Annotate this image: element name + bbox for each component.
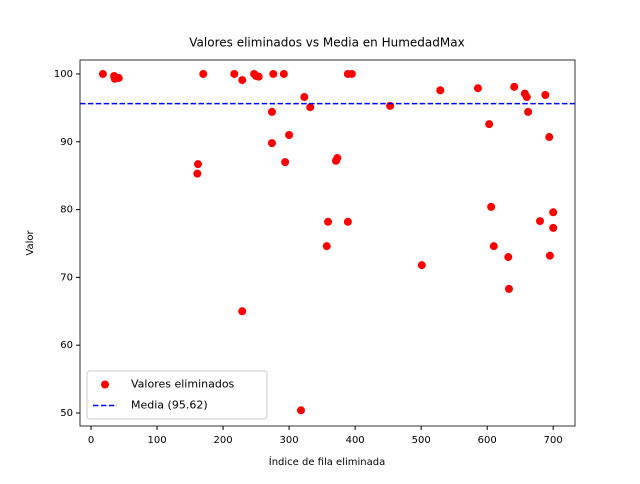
scatter-point bbox=[324, 217, 333, 226]
scatter-point bbox=[267, 107, 276, 116]
scatter-point bbox=[487, 202, 496, 211]
scatter-point bbox=[193, 160, 202, 169]
scatter-point bbox=[489, 242, 498, 251]
scatter-point bbox=[98, 69, 107, 78]
scatter-point bbox=[300, 93, 309, 102]
legend-label: Valores eliminados bbox=[131, 378, 235, 391]
legend-marker bbox=[101, 380, 109, 389]
scatter-point bbox=[347, 69, 356, 78]
scatter-point bbox=[541, 90, 550, 99]
scatter-point bbox=[485, 120, 494, 129]
x-tick-label: 300 bbox=[280, 435, 299, 446]
scatter-point bbox=[524, 107, 533, 116]
y-tick-label: 100 bbox=[54, 69, 73, 80]
x-axis-label: Índice de fila eliminada bbox=[269, 455, 385, 468]
scatter-point bbox=[114, 74, 123, 83]
scatter-point bbox=[296, 406, 305, 415]
scatter-point bbox=[549, 208, 558, 217]
scatter-point bbox=[333, 154, 342, 163]
y-tick-label: 70 bbox=[60, 272, 73, 283]
legend-box bbox=[86, 370, 268, 420]
scatter-point bbox=[343, 217, 352, 226]
y-tick-label: 50 bbox=[60, 408, 73, 419]
scatter-point bbox=[473, 84, 482, 93]
scatter-point bbox=[436, 86, 445, 95]
scatter-point bbox=[522, 93, 531, 102]
scatter-point bbox=[536, 217, 545, 226]
scatter-point bbox=[322, 242, 331, 251]
x-tick-label: 600 bbox=[478, 435, 497, 446]
scatter-point bbox=[285, 130, 294, 139]
x-tick-label: 100 bbox=[148, 435, 167, 446]
scatter-point bbox=[545, 133, 554, 142]
y-axis-label: Valor bbox=[25, 230, 36, 256]
scatter-point bbox=[545, 251, 554, 260]
scatter-point bbox=[279, 69, 288, 78]
x-tick-label: 400 bbox=[346, 435, 365, 446]
plot-frame bbox=[79, 59, 576, 427]
x-tick-label: 700 bbox=[544, 435, 563, 446]
x-tick-label: 0 bbox=[88, 435, 94, 446]
scatter-point bbox=[510, 82, 519, 91]
scatter-point bbox=[549, 223, 558, 232]
scatter-point bbox=[504, 253, 513, 262]
y-tick-label: 60 bbox=[60, 340, 73, 351]
scatter-point bbox=[306, 103, 315, 112]
y-tick-label: 80 bbox=[60, 205, 73, 216]
scatter-point bbox=[254, 72, 263, 81]
x-tick-label: 500 bbox=[412, 435, 431, 446]
scatter-point bbox=[238, 307, 247, 316]
scatter-point bbox=[267, 139, 276, 148]
scatter-point bbox=[199, 69, 208, 78]
x-tick-label: 200 bbox=[214, 435, 233, 446]
scatter-point bbox=[230, 69, 239, 78]
scatter-point bbox=[193, 169, 202, 178]
scatter-point bbox=[269, 69, 278, 78]
scatter-point bbox=[417, 261, 426, 270]
legend-label: Media (95.62) bbox=[131, 399, 208, 412]
y-tick-label: 90 bbox=[60, 137, 73, 148]
scatter-point bbox=[281, 158, 290, 167]
scatter-point bbox=[504, 284, 513, 293]
chart-title: Valores eliminados vs Media en HumedadMa… bbox=[189, 36, 464, 50]
scatter-point bbox=[238, 76, 247, 85]
